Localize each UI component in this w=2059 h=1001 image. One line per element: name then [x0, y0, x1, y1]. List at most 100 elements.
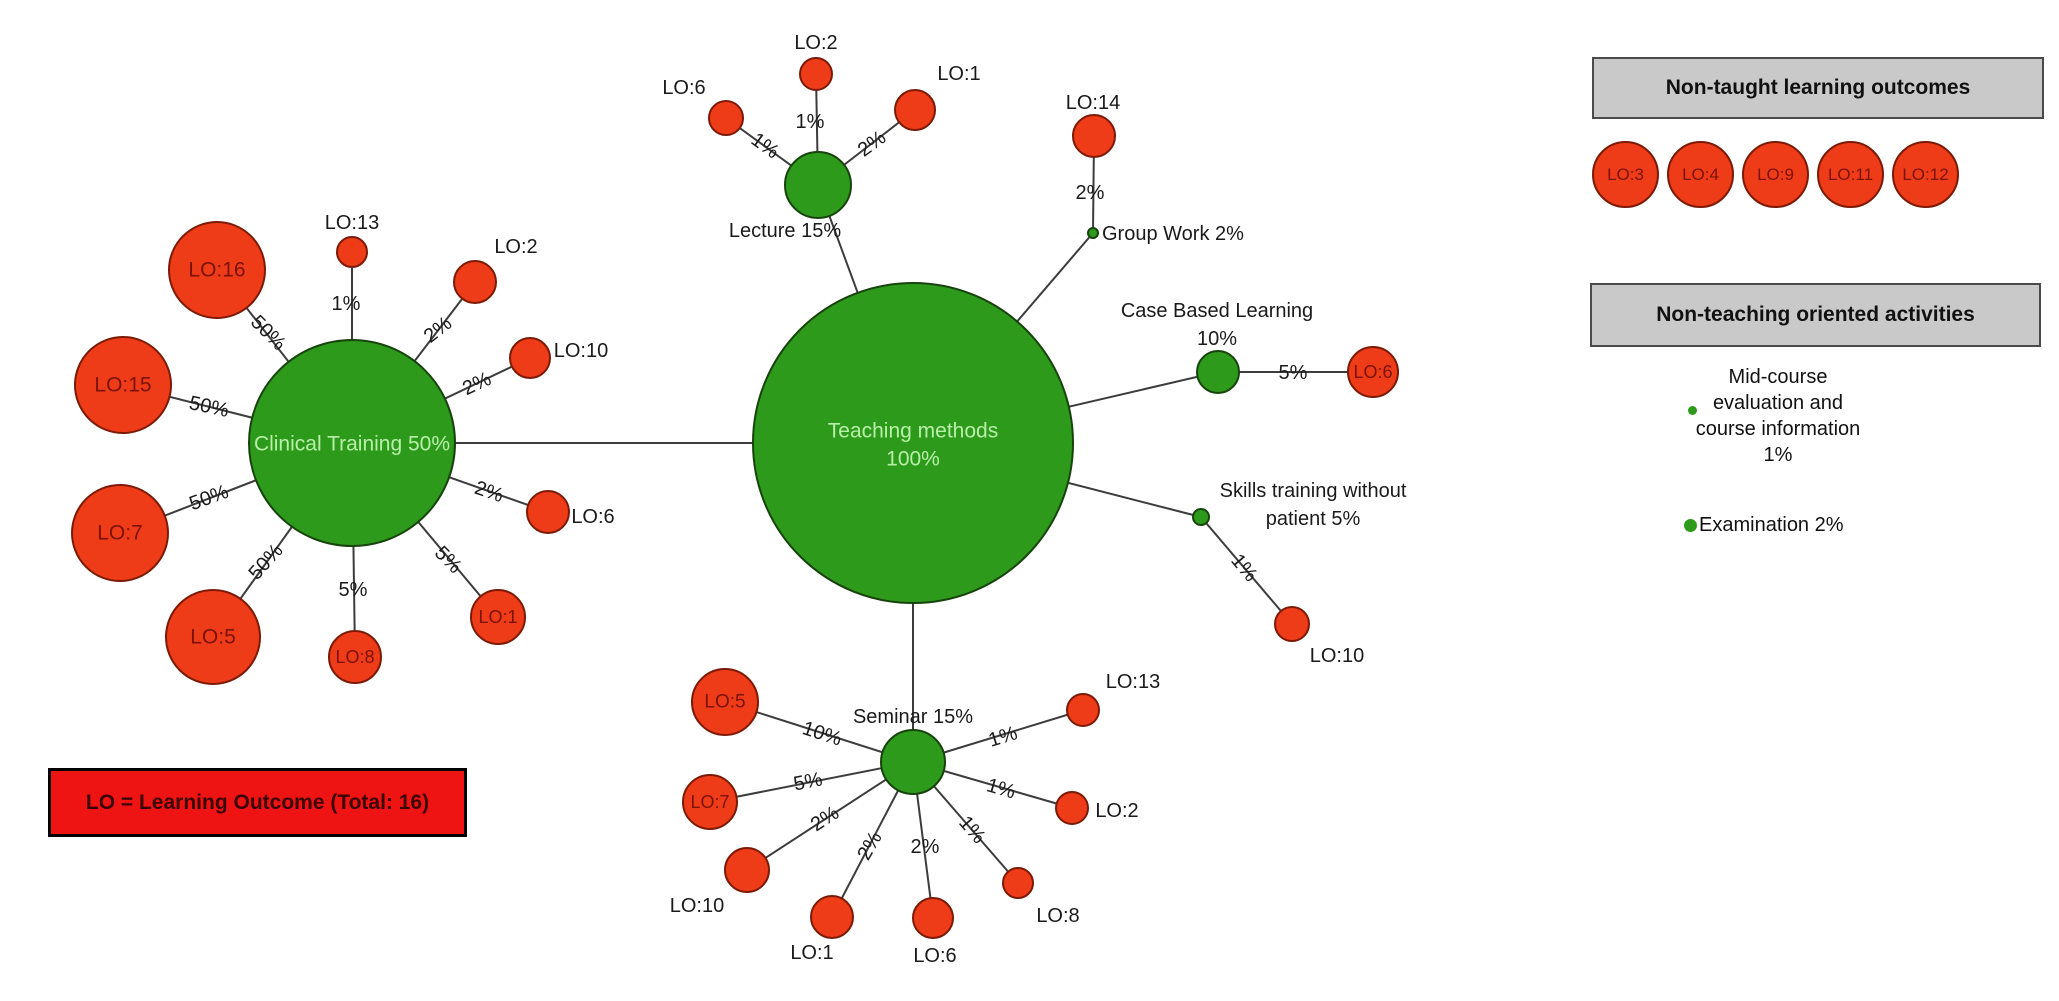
node-clinical-lo15: [74, 336, 172, 434]
node-label-clinical-lo5: LO:5: [190, 626, 236, 649]
graph-label: Clinical Training 50%: [254, 433, 450, 456]
non-taught-outcomes-row: LO:3 LO:4 LO:9 LO:11 LO:12: [1592, 141, 1959, 208]
node-clinical-lo13: [336, 236, 368, 268]
graph-label: LO:2: [794, 32, 837, 54]
graph-label: 1%: [986, 722, 1020, 752]
node-label-seminar-lo7: LO:7: [690, 792, 729, 812]
graph-label: 50%: [246, 311, 290, 355]
edge-line: [709, 761, 914, 803]
node-case-lo6: [1347, 346, 1399, 398]
node-skills-lo10: [1274, 606, 1310, 642]
graph-label: 10%: [1197, 328, 1237, 350]
node-seminar-hub: [880, 729, 946, 795]
node-label-clinical-lo7: LO:7: [97, 522, 143, 545]
examination-dot: [1684, 519, 1697, 532]
graph-label: 2%: [854, 126, 890, 161]
node-clinical-lo5: [165, 589, 261, 685]
graph-label: 10%: [800, 717, 845, 750]
graph-label: 2%: [807, 802, 843, 836]
graph-label: 5%: [339, 579, 368, 601]
graph-label: 50%: [186, 481, 231, 515]
graph-label: 2%: [853, 828, 887, 864]
graph-label: LO:6: [913, 945, 956, 967]
node-clinical-lo16: [168, 221, 266, 319]
non-teaching-activities-header: Non-teaching oriented activities: [1590, 283, 2041, 347]
node-seminar-lo10: [724, 847, 770, 893]
graph-label: 50%: [244, 540, 287, 585]
graph-label: LO:1: [790, 942, 833, 964]
graph-label: 50%: [187, 392, 231, 422]
node-seminar-lo5: [691, 668, 759, 736]
graph-label: LO:13: [325, 212, 379, 234]
graph-label: 2%: [1076, 182, 1105, 204]
graph-label: LO:10: [1310, 645, 1364, 667]
node-seminar-lo6: [912, 897, 954, 939]
node-label-clinical-lo8: LO:8: [335, 647, 374, 667]
graph-label: 1%: [954, 812, 990, 848]
node-label-clinical-lo15: LO:15: [94, 374, 151, 397]
graph-label: 2%: [420, 312, 456, 347]
node-label-case-lo6: LO:6: [1353, 362, 1392, 382]
node-label-clinical-lo16: LO:16: [188, 259, 245, 282]
graph-label: Lecture 15%: [729, 220, 842, 242]
edge-line: [746, 761, 914, 871]
graph-label: 100%: [886, 448, 940, 471]
graph-label: LO:6: [571, 506, 614, 528]
non-taught-outcome-circle: LO:4: [1667, 141, 1734, 208]
node-groupwork-lo14: [1072, 114, 1116, 158]
non-taught-outcomes-header: Non-taught learning outcomes: [1592, 57, 2044, 119]
graph-label: LO:14: [1066, 92, 1120, 114]
non-taught-outcome-circle: LO:9: [1742, 141, 1809, 208]
graph-label: patient 5%: [1266, 508, 1361, 530]
graph-label: 1%: [796, 111, 825, 133]
node-seminar-lo13: [1066, 693, 1100, 727]
mid-course-dot: [1688, 406, 1697, 415]
graph-label: Teaching methods: [828, 420, 998, 443]
node-seminar-lo7: [682, 774, 738, 830]
graph-label: 1%: [332, 293, 361, 315]
node-clinical-lo6: [526, 490, 570, 534]
node-clinical-lo1: [470, 589, 526, 645]
graph-label: 2%: [459, 368, 495, 400]
graph-label: LO:8: [1036, 905, 1079, 927]
graph-label: LO:6: [662, 77, 705, 99]
graph-label: 1%: [747, 129, 783, 164]
graph-label: 2%: [911, 836, 940, 858]
node-clinical-lo7: [71, 484, 169, 582]
node-clinical-lo2: [453, 260, 497, 304]
graph-label: LO:10: [670, 895, 724, 917]
mid-course-evaluation-label: Mid-course evaluation and course informa…: [1695, 366, 1861, 466]
graph-label: LO:2: [1095, 800, 1138, 822]
graph-label: LO:1: [937, 63, 980, 85]
graph-label: Skills training without: [1220, 480, 1407, 502]
graph-label: 5%: [792, 768, 825, 795]
node-skills-training-dot: [1192, 508, 1210, 526]
node-seminar-lo1: [810, 895, 854, 939]
legend-box: LO = Learning Outcome (Total: 16): [48, 768, 467, 837]
non-taught-outcome-circle: LO:3: [1592, 141, 1659, 208]
non-taught-outcome-circle: LO:12: [1892, 141, 1959, 208]
node-clinical-lo10: [509, 337, 551, 379]
node-teaching-methods-hub: [752, 282, 1074, 604]
node-seminar-lo2: [1055, 791, 1089, 825]
node-case-based-learning-hub: [1196, 350, 1240, 394]
node-label-clinical-lo1: LO:1: [478, 607, 517, 627]
edge-line: [1200, 516, 1293, 625]
graph-label: Case Based Learning: [1121, 300, 1313, 322]
graph-label: 1%: [984, 774, 1018, 803]
node-clinical-training-hub: [248, 339, 456, 547]
examination-item: Examination 2%: [1684, 514, 1844, 537]
node-label-seminar-lo5: LO:5: [704, 692, 745, 713]
node-seminar-lo8: [1002, 867, 1034, 899]
graph-label: LO:10: [554, 340, 608, 362]
node-lecture-hub: [784, 151, 852, 219]
graph-label: LO:2: [494, 236, 537, 258]
examination-label: Examination 2%: [1699, 514, 1844, 536]
graph-label: Seminar 15%: [853, 706, 973, 728]
graph-label: 5%: [1279, 362, 1308, 384]
node-lecture-lo6: [708, 100, 744, 136]
graph-label: Group Work 2%: [1102, 223, 1244, 245]
node-clinical-lo8: [328, 630, 382, 684]
